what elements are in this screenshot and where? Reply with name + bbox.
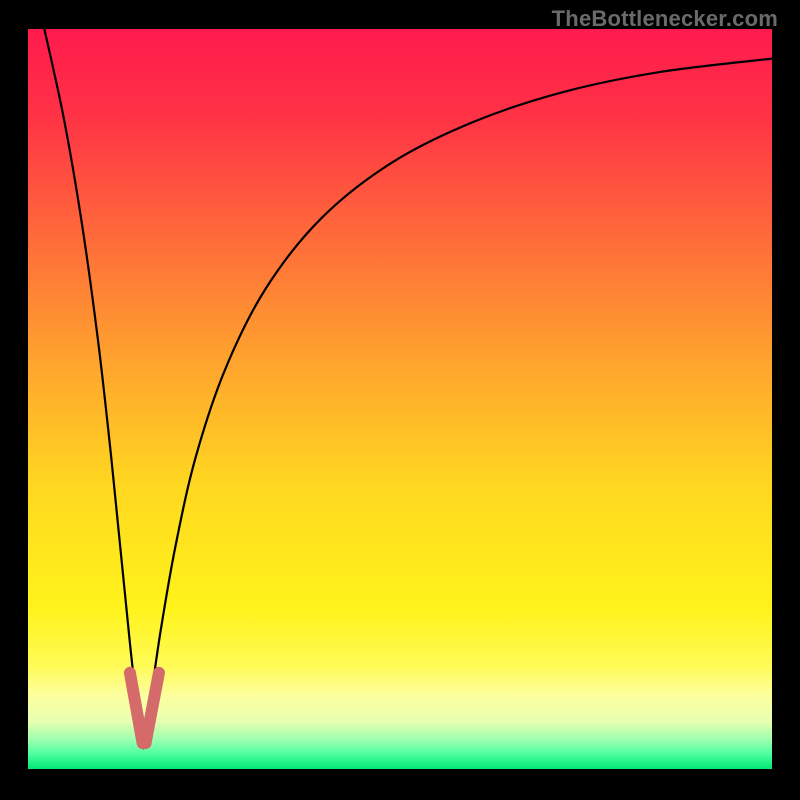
plot-svg: [0, 0, 800, 800]
plot-background: [28, 29, 772, 769]
chart-container: TheBottlenecker.com: [0, 0, 800, 800]
watermark-text: TheBottlenecker.com: [552, 6, 778, 32]
